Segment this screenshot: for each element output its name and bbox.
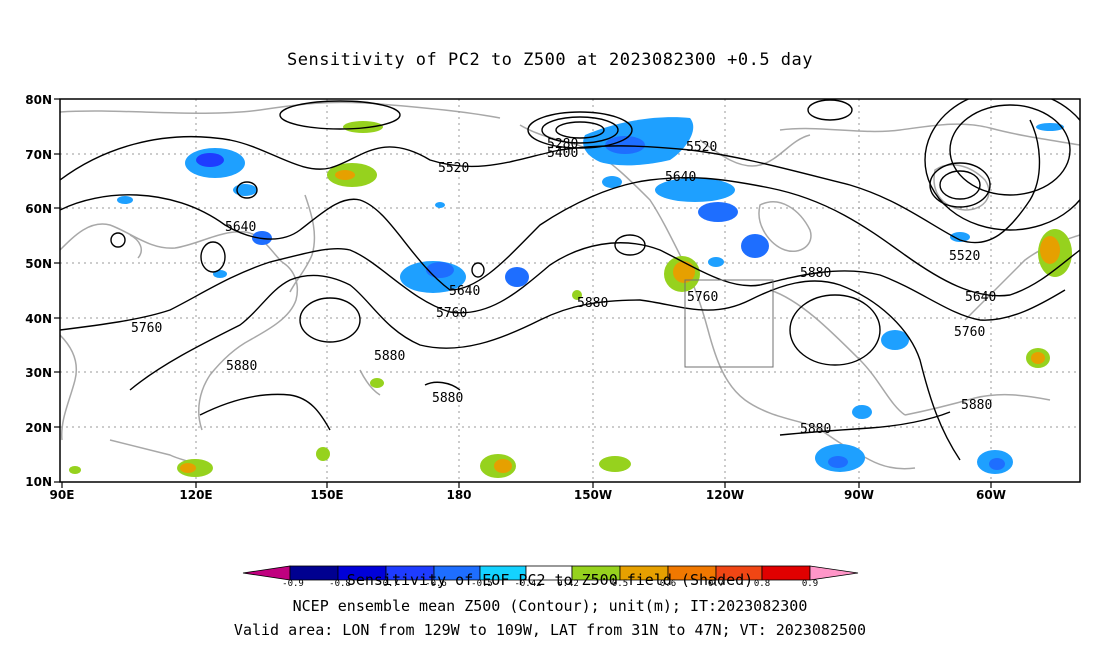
contour-label: 5880 [226, 359, 257, 374]
contour-label: 5640 [225, 220, 256, 235]
colorbar-tick: 0.8 [754, 579, 770, 589]
contour-label: 5520 [949, 249, 980, 264]
lat-label: 60N [25, 202, 52, 216]
contour-label: 5880 [800, 422, 831, 437]
lat-lon-grid [60, 99, 1080, 482]
colorbar-tick: -0.5 [471, 579, 493, 589]
lon-label: 120W [706, 488, 744, 502]
contour-label: 5640 [965, 290, 996, 305]
colorbar-tick: -0.8 [329, 579, 351, 589]
map-frame [59, 98, 1081, 483]
colorbar-tick: 0.6 [660, 579, 676, 589]
colorbar-tick: 0.42 [557, 579, 579, 589]
colorbar-tick: -0.9 [282, 579, 304, 589]
contour-label-group: 5520 5640 5760 5880 5880 5880 5880 5520 … [131, 137, 996, 437]
sensitivity-shading [69, 117, 1072, 478]
colorbar-tick: -0.42 [514, 579, 541, 589]
map-title: Sensitivity of PC2 to Z500 at 2023082300… [286, 50, 813, 70]
latitude-labels: 80N 70N 60N 50N 40N 30N 20N 10N [25, 93, 52, 489]
z500-contours [60, 99, 1080, 461]
colorbar-tick: 0.9 [802, 579, 818, 589]
lat-label: 10N [25, 475, 52, 489]
contour-label: 5760 [436, 306, 467, 321]
contour-label: 5760 [687, 290, 718, 305]
contour-label: 5880 [432, 391, 463, 406]
colorbar-tick: -0.7 [377, 579, 399, 589]
caption-valid-area: Valid area: LON from 129W to 109W, LAT f… [233, 621, 867, 639]
axis-ticks [54, 98, 992, 488]
longitude-labels: 90E 120E 150E 180 150W 120W 90W 60W [50, 488, 1006, 502]
colorbar-tick: -0.6 [425, 579, 447, 589]
lon-label: 90E [50, 488, 75, 502]
colorbar-right-arrow [809, 565, 859, 581]
contour-label: 5880 [800, 266, 831, 281]
lon-label: 180 [446, 488, 471, 502]
lat-label: 20N [25, 421, 52, 435]
contour-label: 5880 [577, 296, 608, 311]
contour-label: 5520 [438, 161, 469, 176]
colorbar-tick: 0.5 [612, 579, 628, 589]
lon-label: 120E [179, 488, 212, 502]
contour-label: 5760 [131, 321, 162, 336]
contour-label: 5640 [449, 284, 480, 299]
lon-label: 150E [310, 488, 343, 502]
contour-label: 5400 [547, 146, 578, 161]
contour-label: 5280 [547, 137, 578, 152]
lat-label: 30N [25, 366, 52, 380]
lat-label: 40N [25, 312, 52, 326]
colorbar-tick: 0.7 [708, 579, 724, 589]
contour-label: 5520 [686, 140, 717, 155]
lat-label: 50N [25, 257, 52, 271]
caption-shading: Sensitivity of EOF PC2 to Z500 field (Sh… [346, 571, 754, 589]
contour-label: 5880 [374, 349, 405, 364]
lat-label: 70N [25, 148, 52, 162]
contour-label: 5760 [954, 325, 985, 340]
valid-area-box [684, 279, 774, 368]
contour-label: 5880 [961, 398, 992, 413]
lon-label: 150W [574, 488, 612, 502]
lon-label: 60W [976, 488, 1006, 502]
lat-label: 80N [25, 93, 52, 107]
lon-label: 90W [844, 488, 874, 502]
caption-contour: NCEP ensemble mean Z500 (Contour); unit(… [292, 597, 808, 615]
contour-label: 5640 [665, 170, 696, 185]
colorbar: -0.9 -0.8 -0.7 -0.6 -0.5 -0.42 0.42 0.5 … [242, 565, 859, 589]
